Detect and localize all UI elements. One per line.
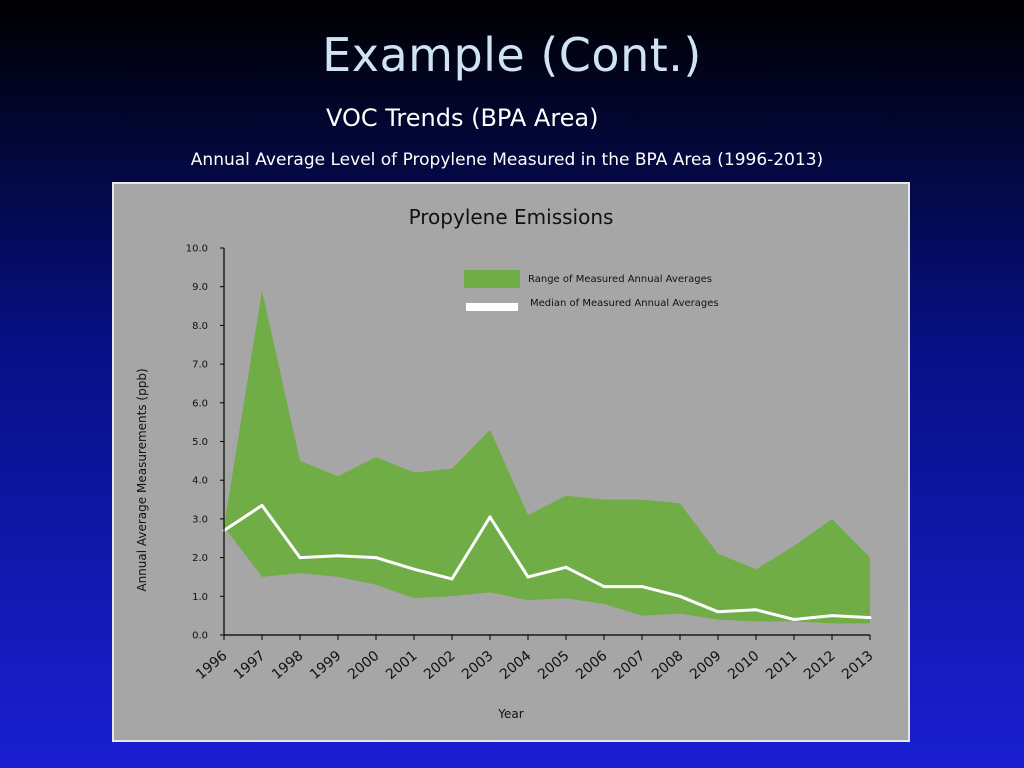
- x-tick-label: 2006: [573, 648, 611, 683]
- y-tick-label: 0.0: [192, 631, 208, 642]
- x-tick-label: 2005: [535, 648, 573, 683]
- chart-panel: Propylene Emissions 0.0 1.0 2.0 3.0 4.0 5.0 6.…: [112, 182, 910, 742]
- y-tick-label: 10.0: [186, 244, 208, 255]
- x-tick-label: 2010: [725, 648, 763, 683]
- legend-range-swatch: [464, 270, 520, 288]
- range-area: [224, 290, 870, 624]
- median-line-layer: [222, 503, 872, 622]
- median-point-2006: [602, 585, 606, 589]
- x-axis-title: Year: [497, 707, 523, 721]
- x-tick-label: 2013: [839, 648, 877, 683]
- x-tick-label: 2009: [687, 648, 725, 683]
- x-tick-label: 1997: [231, 648, 269, 683]
- y-tick-label: 2.0: [192, 553, 208, 564]
- slide-subtitle: VOC Trends (BPA Area): [326, 104, 599, 132]
- median-point-2013: [868, 616, 872, 620]
- legend-median-label: Median of Measured Annual Averages: [530, 298, 719, 309]
- y-axis-title: Annual Average Measurements (ppb): [135, 368, 149, 591]
- x-tick-label: 2008: [649, 648, 687, 683]
- legend: Range of Measured Annual Averages Median…: [464, 270, 719, 311]
- y-tick-label: 6.0: [192, 398, 208, 409]
- y-tick-label: 7.0: [192, 360, 208, 371]
- x-tick-label: 1999: [307, 648, 345, 683]
- chart-title: Propylene Emissions: [409, 205, 614, 229]
- x-tick-label: 2011: [763, 648, 801, 683]
- median-point-1997: [260, 503, 264, 507]
- median-point-2012: [830, 614, 834, 618]
- y-tick-label: 1.0: [192, 592, 208, 603]
- x-tick-label: 1998: [269, 648, 307, 683]
- median-line: [223, 503, 871, 621]
- y-tick-label: 4.0: [192, 476, 208, 487]
- legend-range-label: Range of Measured Annual Averages: [528, 274, 712, 285]
- y-tick-label: 8.0: [192, 321, 208, 332]
- x-axis-ticks: 1996 1997 1998 1999 2000 2001 2002 2003 2004 2005…: [193, 635, 877, 683]
- median-point-2007: [640, 585, 644, 589]
- y-tick-label: 3.0: [192, 514, 208, 525]
- x-tick-label: 2001: [383, 648, 421, 683]
- slide-title: Example (Cont.): [322, 28, 702, 82]
- median-point-2001: [412, 567, 416, 571]
- median-point-1998: [298, 556, 302, 560]
- x-tick-label: 2003: [459, 648, 497, 683]
- median-point-2002: [450, 577, 454, 581]
- x-tick-label: 2002: [421, 648, 459, 683]
- median-point-2011: [792, 618, 796, 622]
- median-point-2005: [564, 565, 568, 569]
- y-tick-label: 9.0: [192, 282, 208, 293]
- range-area-layer: [224, 290, 870, 624]
- x-tick-label: 2004: [497, 648, 535, 683]
- legend-median-swatch: [466, 303, 518, 311]
- median-point-2004: [526, 575, 530, 579]
- x-tick-label: 2012: [801, 648, 839, 683]
- median-point-2010: [754, 608, 758, 612]
- y-tick-label: 5.0: [192, 437, 208, 448]
- propylene-chart: Propylene Emissions 0.0 1.0 2.0 3.0 4.0 5.0 6.…: [135, 205, 877, 721]
- x-tick-label: 1996: [193, 648, 231, 683]
- x-tick-label: 2000: [345, 648, 383, 683]
- slide-caption: Annual Average Level of Propylene Measur…: [190, 150, 824, 170]
- median-point-1999: [336, 554, 340, 558]
- median-point-2000: [374, 556, 378, 560]
- median-point-2003: [488, 515, 492, 519]
- median-point-2009: [716, 610, 720, 614]
- x-tick-label: 2007: [611, 648, 649, 683]
- median-point-2008: [678, 594, 682, 598]
- y-axis-ticks: 0.0 1.0 2.0 3.0 4.0 5.0 6.0 7.0 8.0 9.0 10.0: [186, 244, 224, 642]
